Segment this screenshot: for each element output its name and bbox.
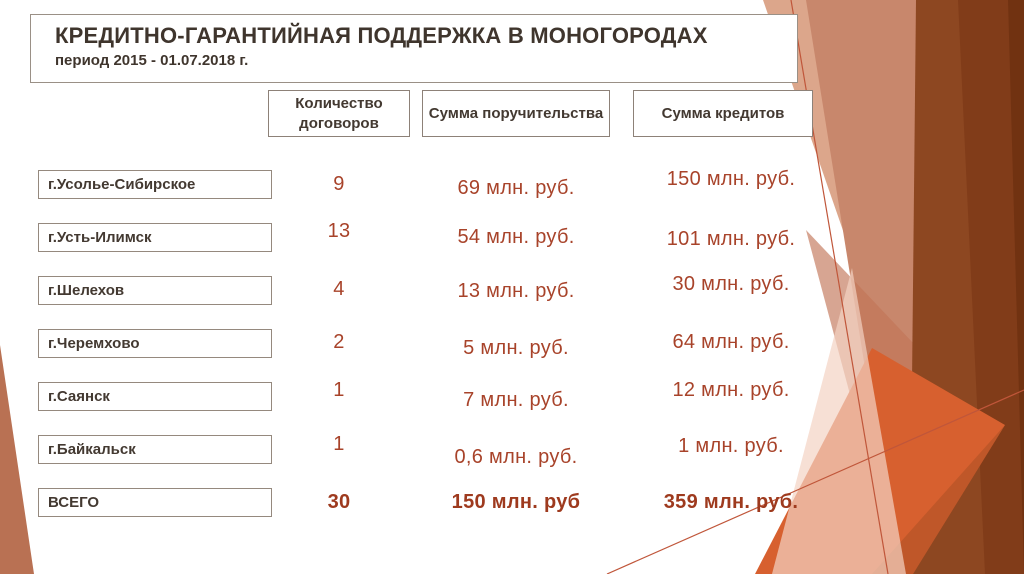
value-guarantee: 7 млн. руб.	[463, 389, 569, 411]
value-guarantee: 54 млн. руб.	[457, 226, 575, 248]
total-contracts: 30	[327, 491, 351, 513]
city-label-box: г.Усть-Илимск	[38, 223, 272, 252]
city-label: г.Шелехов	[48, 282, 125, 299]
city-label-box: г.Усолье-Сибирское	[38, 170, 272, 199]
total-credits: 359 млн. руб.	[663, 491, 799, 513]
city-label: г.Байкальск	[48, 441, 136, 458]
city-label-box: г.Шелехов	[38, 276, 272, 305]
value-contracts: 13	[327, 220, 351, 242]
column-header-guarantee: Сумма поручительства	[422, 90, 610, 137]
value-guarantee: 13 млн. руб.	[457, 280, 575, 302]
total-label-box: ВСЕГО	[38, 488, 272, 517]
value-credits: 101 млн. руб.	[666, 228, 796, 250]
value-guarantee: 69 млн. руб.	[457, 177, 575, 199]
slide-title: КРЕДИТНО-ГАРАНТИЙНАЯ ПОДДЕРЖКА В МОНОГОР…	[55, 23, 708, 48]
decor-dark-wedge-b	[958, 0, 1024, 574]
value-credits: 150 млн. руб.	[666, 168, 796, 190]
value-credits: 12 млн. руб.	[672, 379, 790, 401]
total-guarantee: 150 млн. руб	[451, 491, 581, 513]
decor-thin-line-shallow	[606, 389, 1024, 574]
value-credits: 1 млн. руб.	[678, 435, 784, 457]
decor-pale-wash-triangle	[772, 268, 906, 574]
slide-subtitle: период 2015 - 01.07.2018 г.	[55, 51, 249, 69]
city-label-box: г.Саянск	[38, 382, 272, 411]
city-label-box: г.Байкальск	[38, 435, 272, 464]
value-contracts: 2	[333, 331, 345, 353]
value-credits: 64 млн. руб.	[672, 331, 790, 353]
city-label: г.Усолье-Сибирское	[48, 176, 196, 193]
city-label-box: г.Черемхово	[38, 329, 272, 358]
decor-dark-wedge-c	[1008, 0, 1024, 574]
title-box: КРЕДИТНО-ГАРАНТИЙНАЯ ПОДДЕРЖКА В МОНОГОР…	[30, 14, 798, 83]
value-credits: 30 млн. руб.	[672, 273, 790, 295]
value-guarantee: 0,6 млн. руб.	[454, 446, 578, 468]
city-label: г.Черемхово	[48, 335, 140, 352]
value-contracts: 1	[333, 433, 345, 455]
value-contracts: 1	[333, 379, 345, 401]
total-label: ВСЕГО	[48, 494, 100, 511]
city-label: г.Саянск	[48, 388, 110, 405]
decor-bottom-left-wedge	[0, 345, 34, 574]
column-header-credits: Сумма кредитов	[633, 90, 813, 137]
decor-orange-shade	[872, 425, 1005, 574]
value-contracts: 9	[333, 173, 345, 195]
value-guarantee: 5 млн. руб.	[463, 337, 569, 359]
column-header-contracts: Количество договоров	[268, 90, 410, 137]
city-label: г.Усть-Илимск	[48, 229, 152, 246]
value-contracts: 4	[333, 278, 345, 300]
